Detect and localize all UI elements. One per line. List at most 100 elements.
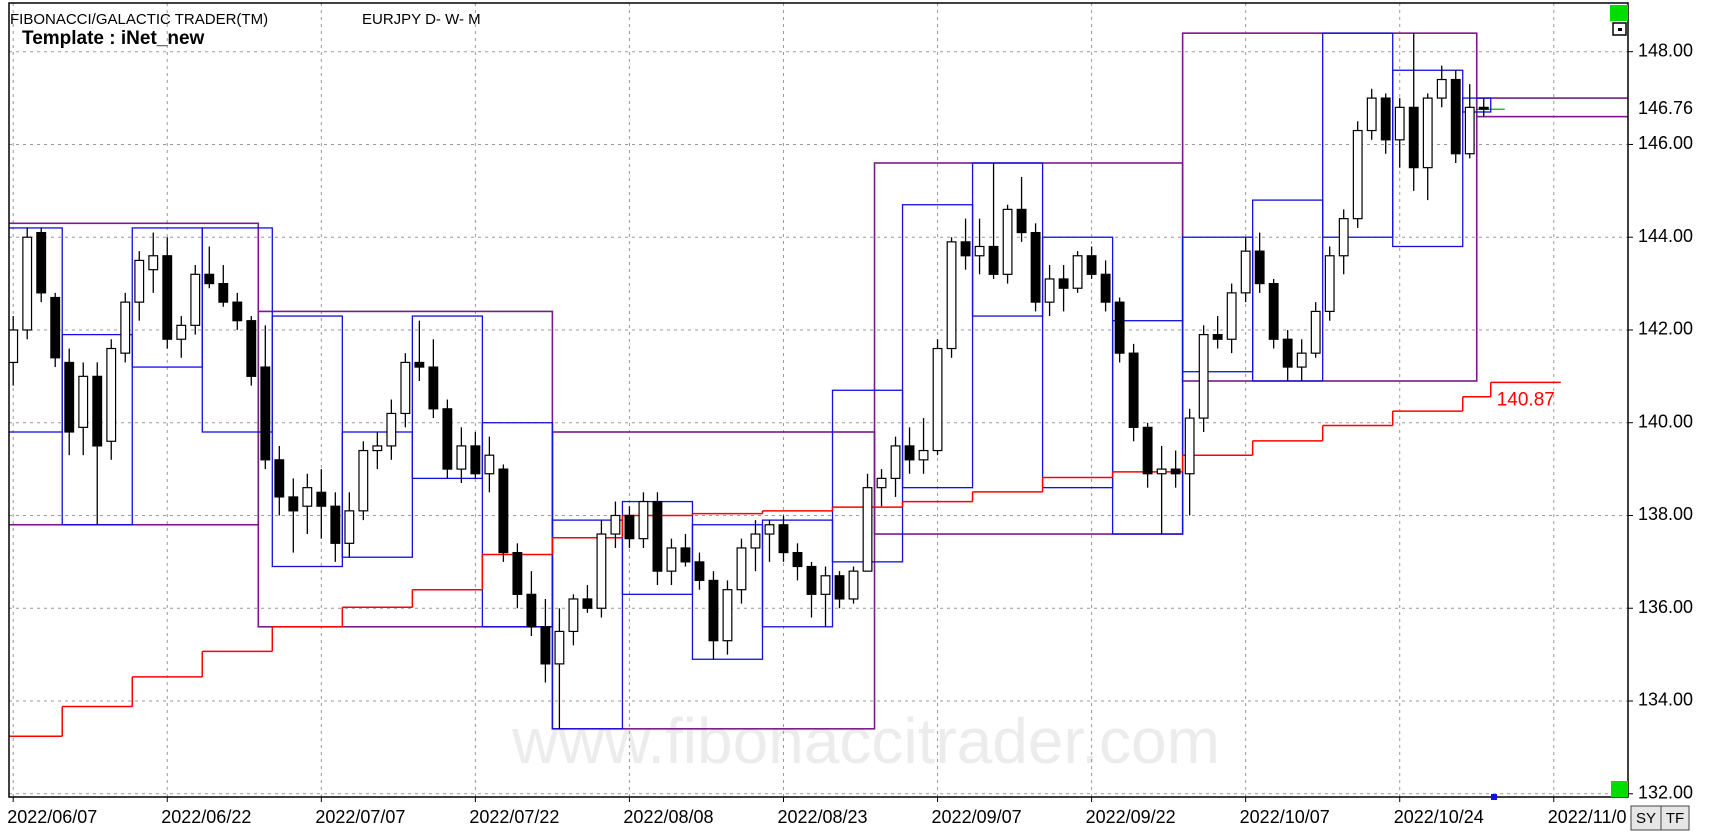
candle-body xyxy=(820,575,831,595)
chart-subtitle: EURJPY D- W- M xyxy=(362,11,481,28)
trail-value-label: 140.87 xyxy=(1497,389,1555,410)
axes: 132.00 134.00 136.00 138.00 140.00 142.00 144.… xyxy=(7,40,1693,826)
weekly-range-box xyxy=(761,519,834,628)
candle-body xyxy=(246,320,257,377)
candle-body xyxy=(428,366,439,410)
candle-body xyxy=(764,524,775,535)
candle-body xyxy=(92,375,103,447)
candle-body xyxy=(1338,218,1349,257)
candle-body xyxy=(1226,292,1237,340)
candle-body xyxy=(134,259,145,303)
tf-button-label[interactable]: TF xyxy=(1666,810,1684,827)
candle-body xyxy=(1464,106,1475,155)
candle-body xyxy=(358,449,369,512)
candle-body xyxy=(316,491,327,507)
candle-body xyxy=(1044,278,1055,303)
candle-body xyxy=(680,547,691,563)
candle-body xyxy=(1394,106,1405,141)
candle-body xyxy=(64,361,75,433)
candle-body xyxy=(1198,334,1209,419)
candle-body xyxy=(1030,231,1041,303)
candle-body xyxy=(918,449,929,461)
candle-body xyxy=(9,329,19,364)
sy-button-label[interactable]: SY xyxy=(1636,810,1656,827)
candle-body xyxy=(1016,208,1027,234)
x-tick-label: 2022/11/0 xyxy=(1548,807,1627,827)
candle-body xyxy=(162,255,173,340)
candle-body xyxy=(904,445,915,461)
candle-body xyxy=(106,347,117,442)
candle-body xyxy=(624,514,635,540)
candle-body xyxy=(1450,78,1461,155)
time-marker xyxy=(1491,794,1497,800)
candle-body xyxy=(78,375,89,428)
candle-body xyxy=(1170,468,1181,475)
candle-body xyxy=(946,241,957,350)
candle-body xyxy=(190,273,201,326)
status-indicator[interactable] xyxy=(1611,781,1628,797)
window-button-icon xyxy=(1618,28,1622,31)
candle-body xyxy=(1240,250,1251,294)
candle-body xyxy=(890,445,901,479)
candle-body xyxy=(596,533,607,609)
candle-body xyxy=(1352,129,1363,220)
candle-body xyxy=(1142,426,1153,475)
candle-body xyxy=(1184,417,1195,475)
status-indicator[interactable] xyxy=(1610,5,1628,21)
weekly-range-box xyxy=(901,204,974,489)
candle-body xyxy=(778,524,789,554)
candle-body xyxy=(960,241,971,257)
y-tick-label: 132.00 xyxy=(1638,783,1693,803)
candle-body xyxy=(1254,250,1265,285)
y-tick-label: 140.00 xyxy=(1638,411,1693,431)
monthly-range-box xyxy=(1475,97,1628,118)
candle-body xyxy=(120,301,131,354)
candle-body xyxy=(22,236,33,331)
tf-button[interactable] xyxy=(1660,805,1690,831)
candle-body xyxy=(848,570,859,600)
weekly-range-box xyxy=(1462,97,1492,113)
x-tick-label: 2022/09/07 xyxy=(932,807,1022,827)
x-tick-label: 2022/10/07 xyxy=(1240,807,1330,827)
candle-body xyxy=(750,533,761,549)
x-tick-label: 2022/09/22 xyxy=(1086,807,1176,827)
x-tick-label: 2022/07/22 xyxy=(469,807,559,827)
candle-body xyxy=(372,445,383,452)
candle-body xyxy=(414,361,425,368)
candle-body xyxy=(722,589,733,642)
candle-body xyxy=(36,231,47,294)
y-tick-label: 136.00 xyxy=(1638,597,1693,617)
chart-title: FIBONACCI/GALACTIC TRADER(TM) xyxy=(10,11,268,28)
candle-body xyxy=(638,500,649,540)
weekly-range-box xyxy=(9,227,63,433)
candle-body xyxy=(582,598,593,609)
candle-body xyxy=(1100,273,1111,303)
candle-body xyxy=(330,505,341,544)
candle-body xyxy=(1058,278,1069,289)
candle-body xyxy=(694,561,705,582)
candle-body xyxy=(148,255,159,271)
candle-body xyxy=(1296,352,1307,368)
weekly-range-box xyxy=(1392,69,1464,248)
y-tick-label: 146.00 xyxy=(1638,133,1693,153)
candle-body xyxy=(806,565,817,595)
candle-body xyxy=(498,468,509,554)
candle-body xyxy=(232,301,243,322)
candle-body xyxy=(1282,338,1293,368)
candle-body xyxy=(736,547,747,591)
candle-body xyxy=(1310,310,1321,354)
candle-body xyxy=(610,514,621,535)
candle-body xyxy=(512,551,523,595)
x-tick-label: 2022/06/07 xyxy=(7,807,97,827)
candle-body xyxy=(176,324,187,340)
candle-body xyxy=(1128,352,1139,428)
candle-body xyxy=(792,551,803,568)
plot-frame xyxy=(8,2,1629,798)
candle-body xyxy=(442,408,453,470)
candle-body xyxy=(652,500,663,572)
candle-body xyxy=(470,445,481,475)
candle-body xyxy=(50,296,61,359)
candle-body xyxy=(974,245,985,257)
candle-body xyxy=(344,510,355,544)
candle-body xyxy=(204,273,215,285)
